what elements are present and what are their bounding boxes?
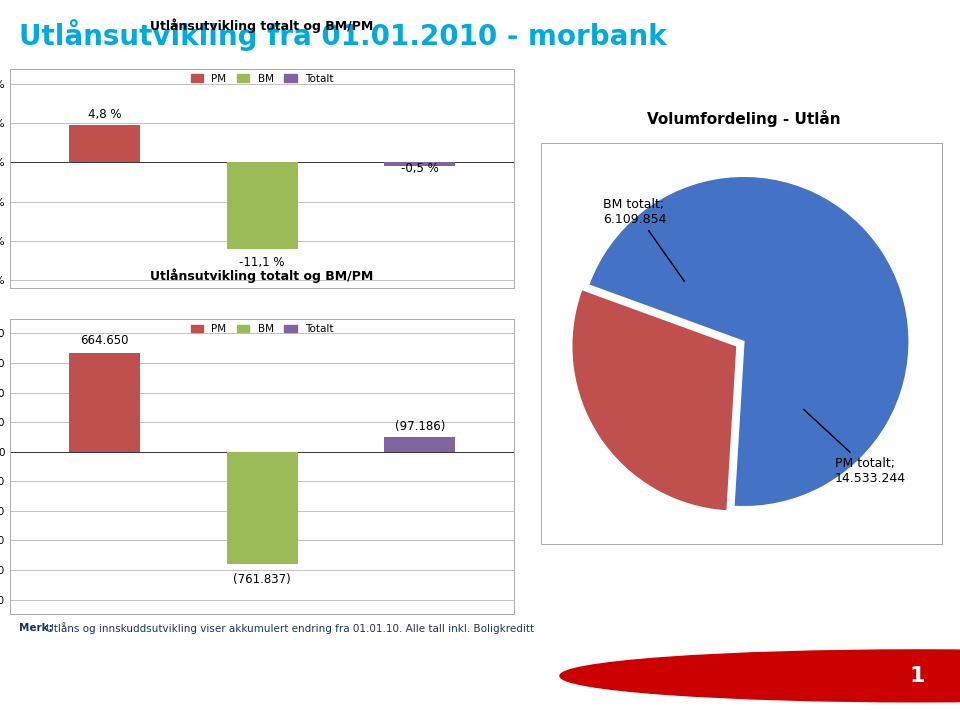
Text: (761.837): (761.837) — [233, 572, 291, 586]
Text: 1: 1 — [910, 666, 925, 686]
Text: Utlåns og innskuddsutvikling viser akkumulert endring fra 01.01.10. Alle tall in: Utlåns og innskuddsutvikling viser akkum… — [42, 622, 534, 634]
Wedge shape — [572, 290, 737, 511]
Bar — [69, 125, 140, 163]
Bar — [384, 163, 455, 166]
Text: Merk:: Merk: — [19, 623, 53, 633]
Title: Utlånsutvikling totalt og BM/PM: Utlånsutvikling totalt og BM/PM — [151, 268, 373, 283]
Legend: PM, BM, Totalt: PM, BM, Totalt — [186, 320, 338, 338]
Bar — [227, 163, 298, 249]
Text: -11,1 %: -11,1 % — [239, 256, 285, 268]
Text: Utlånsutvikling fra 01.01.2010 - morbank: Utlånsutvikling fra 01.01.2010 - morbank — [19, 18, 666, 50]
Text: BM totalt;
6.109.854: BM totalt; 6.109.854 — [604, 197, 684, 281]
Text: -0,5 %: -0,5 % — [401, 163, 439, 175]
Legend: PM, BM, Totalt: PM, BM, Totalt — [186, 70, 338, 88]
Text: SpareBank: SpareBank — [687, 660, 805, 679]
Wedge shape — [588, 176, 909, 507]
Bar — [384, 437, 455, 452]
Bar — [69, 354, 140, 452]
Text: 4,8 %: 4,8 % — [87, 108, 121, 121]
Text: BUSKERUD•VESTFOLD: BUSKERUD•VESTFOLD — [687, 692, 810, 701]
Text: (97.186): (97.186) — [395, 420, 444, 433]
Text: 664.650: 664.650 — [80, 334, 129, 347]
Text: PM totalt;
14.533.244: PM totalt; 14.533.244 — [804, 410, 906, 485]
Circle shape — [560, 650, 960, 701]
Title: Utlånsutvikling totalt og BM/PM: Utlånsutvikling totalt og BM/PM — [151, 18, 373, 33]
Title: Volumfordeling - Utlån: Volumfordeling - Utlån — [647, 110, 841, 127]
Bar — [227, 452, 298, 564]
